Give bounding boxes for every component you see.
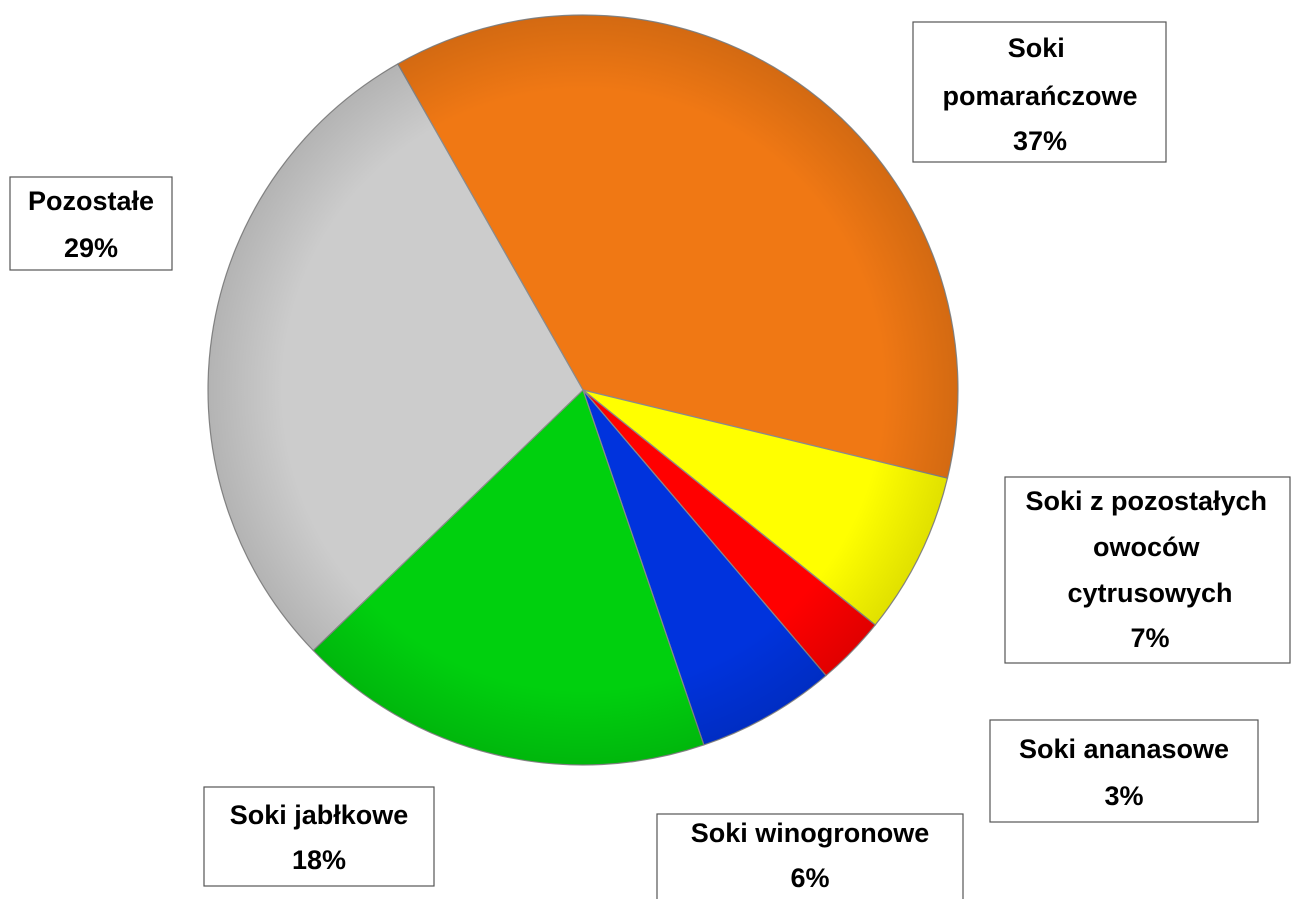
label-line: Soki ananasowe bbox=[1019, 734, 1229, 764]
value-label: 7% bbox=[1130, 623, 1169, 653]
value-label: 6% bbox=[790, 863, 829, 893]
label-box bbox=[656, 813, 964, 899]
label-line: Soki winogronowe bbox=[691, 818, 930, 848]
label-box bbox=[1004, 476, 1291, 664]
value-label: 18% bbox=[292, 845, 346, 875]
label-line: cytrusowych bbox=[1067, 578, 1232, 608]
pie bbox=[207, 14, 959, 766]
labels: Soki pomarańczowe 37% Soki z pozostałych o… bbox=[9, 21, 1291, 899]
label-box bbox=[9, 176, 173, 271]
value-label: 37% bbox=[1013, 126, 1067, 156]
category-label: Soki winogronowe bbox=[691, 818, 930, 848]
category-label: Soki z pozostałych owoców cytrusowych bbox=[1025, 486, 1274, 608]
category-label: Soki jabłkowe bbox=[230, 800, 409, 830]
label-box bbox=[203, 786, 435, 887]
label-line: Soki z pozostałych bbox=[1025, 486, 1274, 516]
value-label: 29% bbox=[64, 233, 118, 263]
label-line: Soki jabłkowe bbox=[230, 800, 409, 830]
category-label: Soki ananasowe bbox=[1019, 734, 1229, 764]
label-line: owoców bbox=[1093, 532, 1207, 562]
label-box bbox=[989, 719, 1259, 823]
label-line: Pozostałe bbox=[28, 186, 154, 216]
category-label: Soki pomarańczowe bbox=[942, 33, 1137, 111]
value-label: 3% bbox=[1104, 781, 1143, 811]
label-line: Soki bbox=[1008, 33, 1073, 63]
category-label: Pozostałe bbox=[28, 186, 154, 216]
label-line: pomarańczowe bbox=[942, 81, 1137, 111]
label-box bbox=[912, 21, 1167, 163]
